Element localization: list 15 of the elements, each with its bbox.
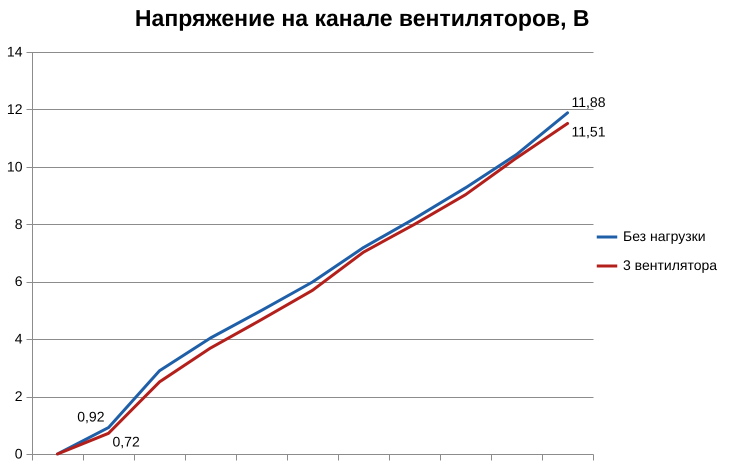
y-tick-label: 14 — [6, 44, 23, 60]
data-label: 0,92 — [77, 408, 105, 425]
data-label: 11,51 — [572, 124, 606, 140]
y-tick-label: 6 — [14, 273, 23, 290]
y-tick-label: 8 — [14, 216, 23, 232]
y-tick-label: 2 — [14, 388, 23, 404]
data-label: 11,88 — [572, 94, 606, 110]
legend-label: Без нагрузки — [623, 228, 706, 244]
y-tick-label: 12 — [6, 100, 23, 117]
chart-title: Напряжение на канале вентиляторов, В — [134, 5, 590, 31]
y-tick-label: 0 — [14, 446, 23, 462]
legend-label: 3 вентилятора — [623, 257, 718, 273]
y-tick-label: 10 — [6, 158, 23, 174]
y-tick-label: 4 — [14, 330, 23, 347]
data-label: 0,72 — [112, 433, 140, 450]
